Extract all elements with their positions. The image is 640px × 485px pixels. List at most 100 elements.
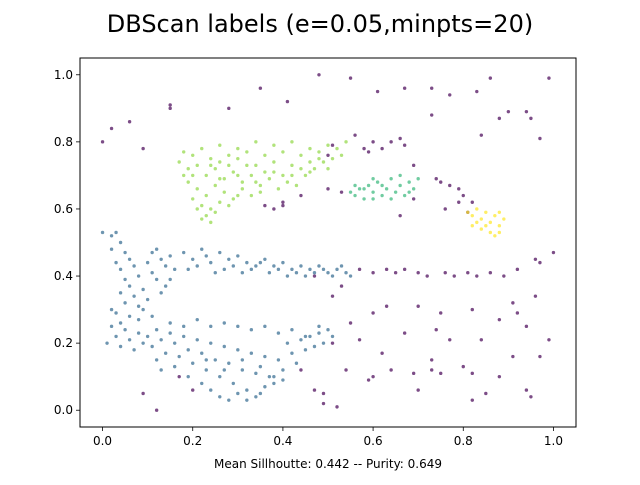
data-point — [154, 408, 159, 412]
data-point — [145, 334, 150, 339]
data-point — [533, 294, 538, 298]
data-point — [258, 183, 263, 188]
data-point — [461, 364, 465, 369]
data-point — [231, 381, 236, 386]
data-point — [127, 257, 132, 261]
data-point — [290, 140, 294, 144]
data-point — [263, 153, 267, 157]
data-point — [227, 106, 231, 111]
data-point — [366, 378, 371, 382]
data-point — [191, 173, 195, 178]
data-point — [141, 146, 145, 151]
data-point — [285, 99, 290, 104]
data-point — [344, 140, 348, 144]
data-point — [366, 150, 371, 154]
data-point — [109, 324, 114, 329]
data-point — [308, 160, 312, 164]
data-point — [218, 374, 222, 379]
data-point — [330, 156, 335, 161]
data-point — [186, 180, 190, 184]
data-point — [380, 193, 384, 198]
data-point — [263, 203, 267, 208]
data-point — [209, 341, 213, 345]
data-point — [308, 334, 312, 339]
data-point — [330, 143, 335, 147]
data-point — [425, 274, 429, 278]
data-point — [141, 341, 145, 345]
data-point — [339, 284, 344, 288]
data-point — [290, 351, 294, 355]
data-point — [411, 163, 416, 168]
data-point — [335, 405, 339, 409]
data-point — [402, 143, 407, 147]
data-point — [218, 250, 222, 255]
data-point — [258, 260, 263, 265]
data-point — [384, 187, 389, 191]
y-tick-label: 0.8 — [54, 135, 73, 149]
data-point — [479, 338, 484, 342]
data-point — [371, 270, 375, 275]
data-point — [529, 395, 533, 399]
data-point — [204, 213, 208, 218]
data-point — [136, 317, 141, 322]
data-point — [384, 267, 389, 272]
data-point — [416, 270, 420, 275]
data-point — [218, 200, 222, 204]
data-point — [163, 351, 168, 355]
data-point — [389, 368, 393, 372]
data-point — [416, 304, 420, 308]
data-point — [109, 247, 114, 251]
data-point — [502, 274, 506, 278]
data-point — [308, 170, 312, 174]
data-point — [209, 163, 213, 168]
data-point — [118, 267, 123, 272]
data-point — [362, 146, 366, 151]
data-point — [430, 113, 434, 117]
data-point — [272, 207, 276, 211]
data-point — [321, 341, 326, 345]
data-point — [263, 170, 267, 174]
data-point — [299, 264, 303, 268]
data-point — [204, 368, 208, 372]
data-point — [470, 371, 474, 376]
data-point — [127, 120, 132, 124]
data-point — [547, 76, 551, 80]
data-point — [132, 348, 136, 352]
data-point — [511, 354, 515, 359]
data-point — [470, 213, 474, 218]
data-point — [416, 388, 420, 392]
data-point — [105, 341, 109, 345]
data-point — [168, 254, 172, 258]
data-point — [209, 156, 213, 161]
x-tick-label: 0.6 — [364, 434, 383, 448]
data-point — [168, 106, 172, 111]
data-point — [177, 354, 181, 359]
data-point — [398, 136, 402, 141]
data-point — [249, 173, 254, 178]
data-point — [154, 247, 159, 251]
data-point — [389, 140, 393, 144]
data-point — [371, 311, 375, 315]
data-point — [285, 274, 290, 278]
y-tick-label: 0.2 — [54, 336, 73, 350]
data-point — [204, 358, 208, 362]
data-point — [529, 116, 533, 121]
data-point — [109, 126, 114, 131]
data-point — [290, 163, 294, 168]
data-point — [380, 351, 384, 355]
data-point — [213, 358, 217, 362]
data-point — [312, 270, 317, 275]
data-point — [123, 301, 127, 305]
data-point — [547, 338, 551, 342]
data-point — [475, 220, 479, 225]
data-point — [263, 354, 267, 359]
data-point — [411, 371, 416, 376]
data-point — [470, 398, 474, 402]
data-point — [402, 331, 407, 335]
data-point — [118, 321, 123, 325]
data-point — [357, 187, 362, 191]
x-tick-label: 0.2 — [183, 434, 202, 448]
data-point — [150, 344, 154, 349]
data-point — [497, 210, 502, 215]
